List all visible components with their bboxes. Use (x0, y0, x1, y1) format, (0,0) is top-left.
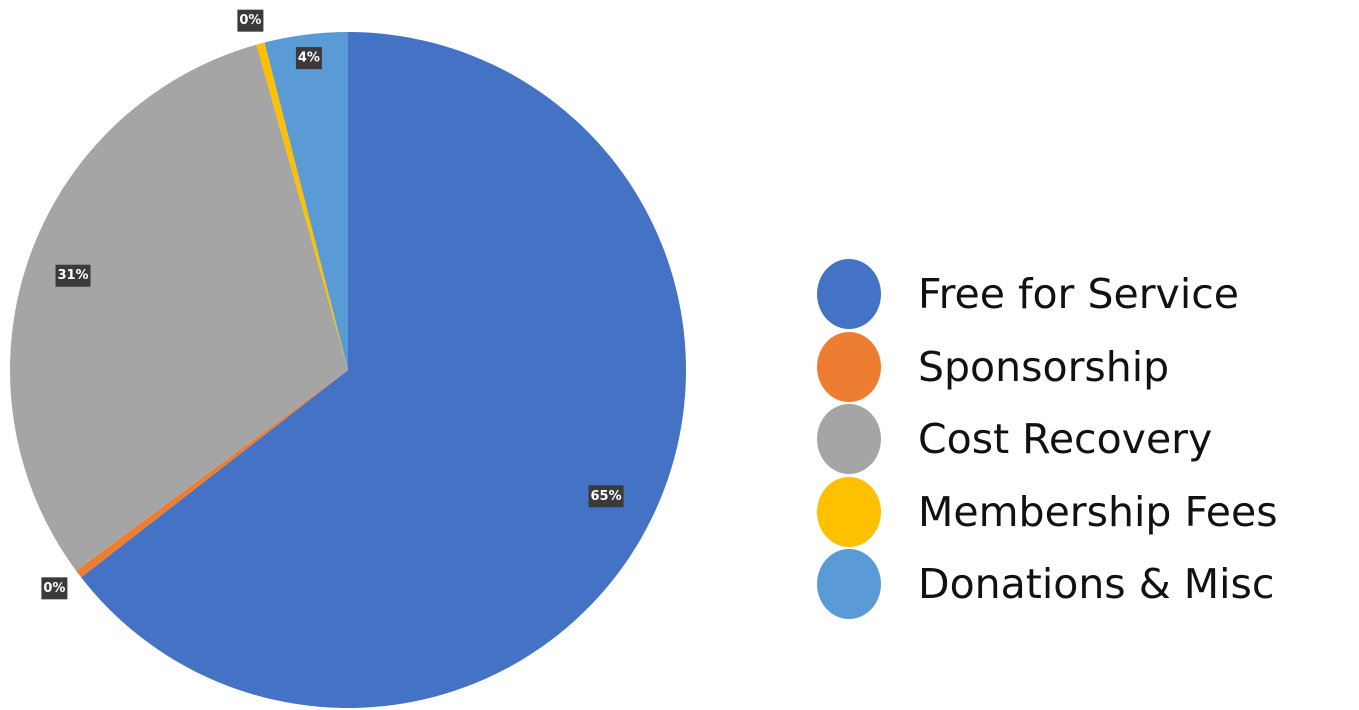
data-label-box (41, 577, 68, 600)
legend-item-membership-fees: Membership Fees (817, 476, 1278, 549)
data-label-free-for-service: 65% (588, 485, 624, 508)
data-label-cost-recovery: 31% (55, 264, 91, 287)
data-label-text: 0% (239, 13, 261, 28)
legend-item-cost-recovery: Cost Recovery (817, 403, 1278, 476)
legend-item-sponsorship: Sponsorship (817, 331, 1278, 404)
data-label-text: 31% (57, 268, 88, 283)
pie-slices (9, 32, 687, 708)
legend-swatch-free-for-service (817, 259, 881, 330)
legend-item-donations-misc: Donations & Misc (817, 548, 1278, 621)
pie-slice-free-for-service (81, 32, 687, 708)
pie-slice-cost-recovery (9, 44, 349, 571)
data-label-box (55, 264, 91, 287)
data-label-donations-misc: 4% (295, 47, 322, 70)
legend-label: Membership Fees (918, 487, 1278, 536)
pie-slice-donations-misc (264, 32, 348, 370)
pie-slice-membership-fees (256, 42, 348, 371)
pie-slice-sponsorship (76, 370, 348, 578)
data-label-text: 65% (591, 489, 622, 504)
data-label-box (588, 485, 624, 508)
legend-label: Donations & Misc (918, 560, 1275, 609)
legend-swatch-cost-recovery (817, 404, 881, 475)
data-label-text: 0% (43, 581, 65, 596)
data-label-sponsorship: 0% (41, 577, 68, 600)
legend-label: Free for Service (918, 270, 1239, 319)
legend-swatch-sponsorship (817, 331, 881, 402)
legend-label: Cost Recovery (918, 415, 1213, 464)
data-label-membership-fees: 0% (237, 9, 264, 32)
legend-swatch-membership-fees (817, 476, 881, 547)
data-label-box (237, 9, 264, 32)
legend-label: Sponsorship (918, 342, 1170, 391)
data-label-box (295, 47, 322, 70)
pie-chart: 65% 0% 31% 0% 4% (9, 9, 687, 708)
pie-data-labels: 65% 0% 31% 0% 4% (41, 9, 624, 600)
data-label-text: 4% (298, 51, 320, 66)
legend-swatch-donations-misc (817, 549, 881, 620)
chart-legend: Free for Service Sponsorship Cost Recove… (817, 258, 1278, 621)
legend-item-free-for-service: Free for Service (817, 258, 1278, 331)
